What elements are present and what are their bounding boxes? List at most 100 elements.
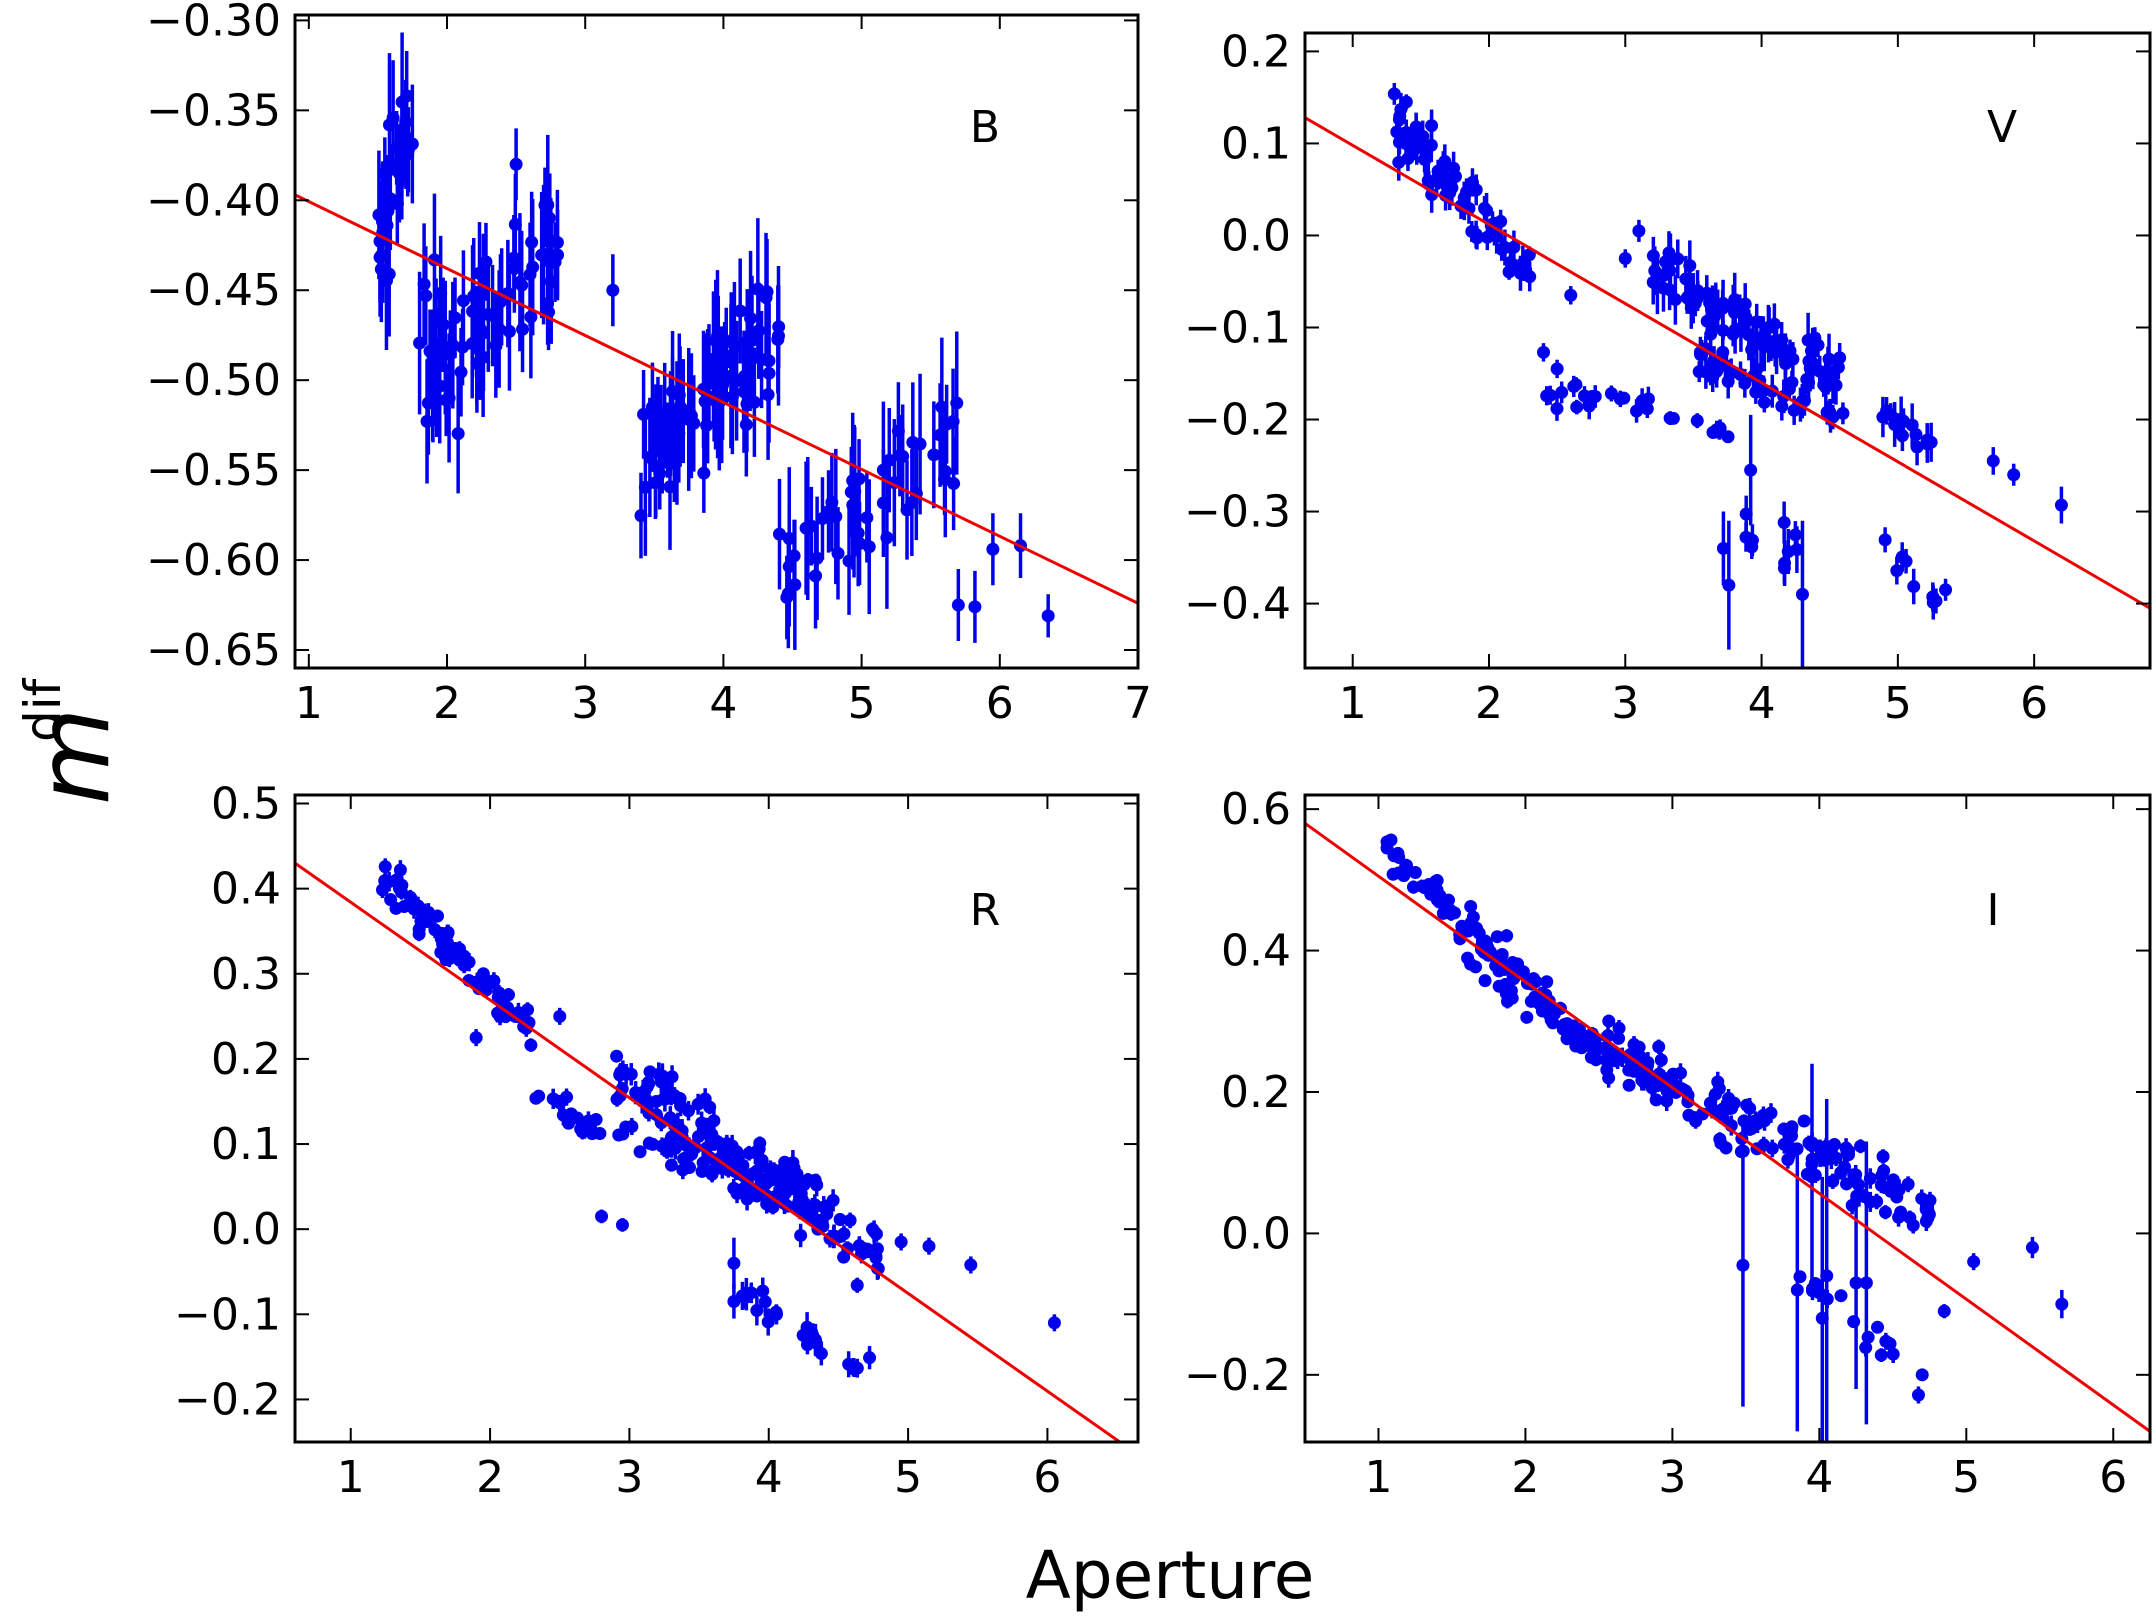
data-point xyxy=(426,384,440,398)
data-point xyxy=(1384,833,1398,847)
band-label: B xyxy=(970,102,1000,153)
data-point xyxy=(1739,507,1753,521)
data-point xyxy=(1460,185,1474,199)
data-point xyxy=(1850,1189,1864,1203)
data-point xyxy=(1602,1014,1616,1028)
data-point xyxy=(1632,224,1646,238)
data-point xyxy=(1546,1016,1560,1030)
data-point xyxy=(1656,281,1670,295)
y-axis-label-symbol: m xyxy=(15,708,132,805)
y-tick-label: 0.0 xyxy=(211,1204,281,1255)
data-point xyxy=(1785,1129,1799,1143)
data-point xyxy=(1836,406,1850,420)
data-point xyxy=(614,1065,628,1079)
data-point xyxy=(860,511,874,525)
data-point xyxy=(1511,957,1525,971)
data-point xyxy=(606,283,620,297)
data-point xyxy=(880,531,894,545)
data-point xyxy=(1890,1190,1904,1204)
data-point xyxy=(1709,299,1723,313)
data-point xyxy=(451,427,465,441)
data-point xyxy=(716,1142,730,1156)
data-point xyxy=(1819,1139,1833,1153)
plot-frame xyxy=(293,793,1140,1444)
data-point xyxy=(1503,255,1517,269)
data-point xyxy=(1564,288,1578,302)
data-point xyxy=(761,388,775,402)
data-point xyxy=(517,1020,531,1034)
data-point xyxy=(1757,395,1771,409)
data-point xyxy=(1878,1181,1892,1195)
data-point xyxy=(706,352,720,366)
data-point xyxy=(1666,411,1680,425)
y-axis-label-superscript: dif xyxy=(14,677,72,742)
plot-frame xyxy=(1303,793,2152,1444)
data-point xyxy=(1920,437,1934,451)
data-point xyxy=(1618,251,1632,265)
data-point xyxy=(1649,1093,1663,1107)
data-point xyxy=(867,1224,881,1238)
data-point xyxy=(1929,594,1943,608)
data-point xyxy=(668,1089,682,1103)
data-point xyxy=(416,910,430,924)
data-point xyxy=(1849,1276,1863,1290)
data-point xyxy=(1469,960,1483,974)
data-point xyxy=(2055,1297,2069,1311)
data-point xyxy=(1777,516,1791,530)
data-point xyxy=(1540,389,1554,403)
data-point xyxy=(738,369,752,383)
data-point xyxy=(1895,429,1909,443)
data-point xyxy=(1788,528,1802,542)
data-point xyxy=(1492,964,1506,978)
data-point xyxy=(1896,414,1910,428)
plot-area xyxy=(295,32,1138,650)
x-tick-label: 3 xyxy=(1658,1452,1686,1503)
data-point xyxy=(420,414,434,428)
data-point xyxy=(1744,463,1758,477)
data-point xyxy=(381,204,395,218)
data-point xyxy=(707,369,721,383)
data-point xyxy=(1589,1053,1603,1067)
y-tick-label: −0.30 xyxy=(146,0,281,46)
y-tick-label: −0.1 xyxy=(174,1289,281,1340)
data-point xyxy=(737,385,751,399)
data-point xyxy=(1419,148,1433,162)
data-point xyxy=(756,1284,770,1298)
data-point xyxy=(383,192,397,206)
data-point xyxy=(442,391,456,405)
fit-line xyxy=(1305,822,2150,1433)
data-point xyxy=(1641,392,1655,406)
data-point xyxy=(825,495,839,509)
data-point xyxy=(1424,138,1438,152)
data-point xyxy=(417,277,431,291)
data-point xyxy=(1797,1114,1811,1128)
data-point xyxy=(615,1218,629,1232)
data-point xyxy=(526,260,540,274)
data-point xyxy=(1391,849,1405,863)
data-point xyxy=(672,426,686,440)
data-point xyxy=(1701,314,1715,328)
data-point xyxy=(820,1207,834,1221)
data-point xyxy=(1907,580,1921,594)
data-point xyxy=(456,294,470,308)
y-tick-label: −0.65 xyxy=(146,625,281,676)
data-point xyxy=(2025,1241,2039,1255)
data-point xyxy=(739,1287,753,1301)
data-point xyxy=(862,540,876,554)
data-point xyxy=(462,955,476,969)
band-label: V xyxy=(1987,102,2017,153)
data-point xyxy=(1805,1157,1819,1171)
data-point xyxy=(1408,866,1422,880)
data-point xyxy=(1826,410,1840,424)
data-point xyxy=(1648,264,1662,278)
data-point xyxy=(1735,1144,1749,1158)
data-point xyxy=(637,407,651,421)
data-point xyxy=(1668,293,1682,307)
data-point xyxy=(1635,1073,1649,1087)
data-point xyxy=(964,1258,978,1272)
data-point xyxy=(724,334,738,348)
x-tick-label: 6 xyxy=(1033,1452,1061,1503)
data-point xyxy=(1834,1289,1848,1303)
data-point xyxy=(1041,609,1055,623)
data-point xyxy=(1622,1078,1636,1092)
